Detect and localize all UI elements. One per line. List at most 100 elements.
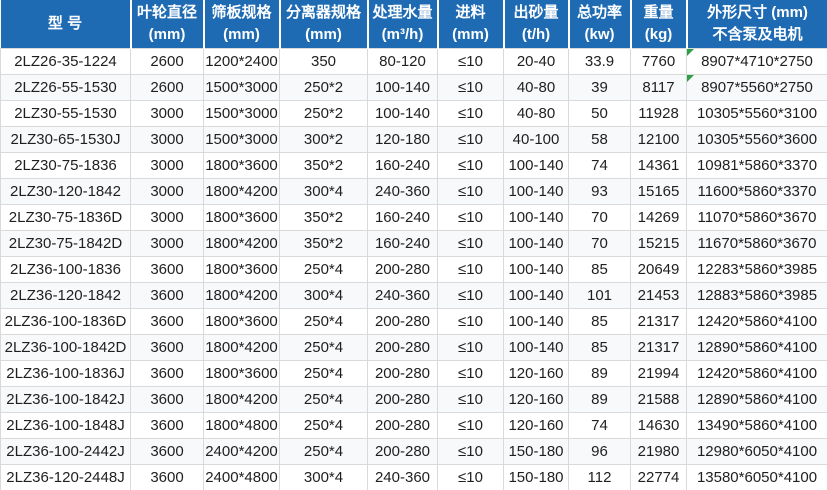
cell-weight: 12100: [630, 126, 687, 153]
column-header-sand-output: 出砂量 (t/h): [502, 0, 569, 49]
cell-feed-size: ≤10: [437, 282, 504, 309]
cell-value: 160-240: [374, 157, 431, 174]
cell-model: 2LZ36-120-2448J: [0, 464, 131, 490]
cell-value: 2LZ36-100-1836D: [4, 313, 127, 330]
cell-value: 11928: [638, 105, 679, 122]
cell-value: 1200*2400: [205, 53, 278, 70]
column-header-feed-size: 进料 (mm): [436, 0, 504, 49]
cell-value: 14630: [637, 417, 680, 434]
cell-value: 40-80: [516, 105, 556, 122]
cell-sand-output: 40-100: [503, 126, 569, 153]
cell-model: 2LZ30-75-1836: [0, 152, 131, 179]
cell-value: 12100: [637, 131, 680, 148]
cell-model: 2LZ36-100-1842J: [0, 386, 131, 413]
cell-value: ≤10: [458, 79, 483, 96]
cell-value: 1800*3600: [205, 209, 278, 226]
table-row: 2LZ36-120-1842 3600 1800*4200 300*4 240-360 ≤…: [0, 282, 827, 309]
cell-value: 200-280: [374, 313, 431, 330]
cell-overall-dimensions: 12890*5860*4100: [686, 386, 827, 413]
cell-screen-plate-size: 1200*2400: [203, 48, 280, 75]
cell-sand-output: 150-180: [503, 464, 569, 490]
table-row: 2LZ30-55-1530 3000 1500*3000 250*2 100-140 ≤1…: [0, 100, 827, 127]
cell-total-power: 39: [568, 74, 631, 101]
cell-value: ≤10: [458, 287, 483, 304]
cell-water-capacity: 120-180: [367, 126, 438, 153]
cell-value: 1500*3000: [205, 79, 278, 96]
cell-overall-dimensions: 11600*5860*3370: [686, 178, 827, 205]
cell-weight: 21994: [630, 360, 687, 387]
cell-value: 1800*4200: [205, 391, 278, 408]
cell-weight: 22774: [630, 464, 687, 490]
cell-value: 10305*5560*3100: [696, 105, 818, 122]
cell-weight: 15215: [630, 230, 687, 257]
cell-value: 22774: [637, 469, 680, 486]
cell-value: 2LZ26-55-1530: [14, 79, 117, 96]
cell-value: 85: [591, 339, 608, 356]
cell-value: ≤10: [458, 235, 483, 252]
cell-water-capacity: 160-240: [367, 230, 438, 257]
cell-weight: 14361: [630, 152, 687, 179]
cell-total-power: 50: [568, 100, 631, 127]
comment-triangle-icon: [687, 75, 694, 82]
cell-value: 250*2: [303, 79, 344, 96]
cell-value: 14269: [637, 209, 680, 226]
cell-value: 12890*5860*4100: [696, 339, 818, 356]
cell-value: 1800*4200: [205, 183, 278, 200]
column-header-water-capacity: 处理水量 (m³/h): [366, 0, 438, 49]
cell-sand-output: 100-140: [503, 282, 569, 309]
cell-screen-plate-size: 2400*4200: [203, 438, 280, 465]
cell-value: ≤10: [458, 157, 483, 174]
cell-total-power: 112: [568, 464, 631, 490]
cell-total-power: 70: [568, 204, 631, 231]
cell-impeller-diameter: 3000: [130, 152, 204, 179]
cell-value: 100-140: [508, 183, 564, 200]
cell-value: 2LZ36-100-1836J: [6, 365, 125, 382]
cell-feed-size: ≤10: [437, 230, 504, 257]
cell-value: 3600: [150, 365, 184, 382]
cell-value: 150-180: [508, 469, 564, 486]
column-header-unit: (t/h): [521, 26, 551, 43]
cell-value: 8117: [642, 79, 675, 96]
cell-model: 2LZ30-120-1842: [0, 178, 131, 205]
cell-overall-dimensions: 12420*5860*4100: [686, 308, 827, 335]
cell-water-capacity: 200-280: [367, 386, 438, 413]
cell-total-power: 89: [568, 360, 631, 387]
cell-sand-output: 100-140: [503, 256, 569, 283]
cell-value: ≤10: [458, 313, 483, 330]
cell-value: 12980*6050*4100: [696, 443, 818, 460]
table-row: 2LZ36-100-1836 3600 1800*3600 250*4 200-280 ≤…: [0, 256, 827, 283]
cell-water-capacity: 200-280: [367, 334, 438, 361]
cell-sand-output: 120-160: [503, 412, 569, 439]
cell-impeller-diameter: 3000: [130, 126, 204, 153]
cell-impeller-diameter: 3600: [130, 386, 204, 413]
cell-overall-dimensions: 12890*5860*4100: [686, 334, 827, 361]
cell-value: ≤10: [458, 183, 483, 200]
cell-separator-size: 250*4: [279, 308, 368, 335]
cell-value: 2LZ36-100-1842D: [4, 339, 127, 356]
cell-overall-dimensions: 12980*6050*4100: [686, 438, 827, 465]
cell-value: 13580*6050*4100: [696, 469, 818, 486]
cell-value: 250*4: [303, 339, 344, 356]
cell-screen-plate-size: 1500*3000: [203, 100, 280, 127]
cell-value: 240-360: [374, 469, 431, 486]
table-row: 2LZ26-55-1530 2600 1500*3000 250*2 100-140 ≤1…: [0, 74, 827, 101]
cell-total-power: 58: [568, 126, 631, 153]
table-row: 2LZ30-75-1836 3000 1800*3600 350*2 160-240 ≤1…: [0, 152, 827, 179]
cell-screen-plate-size: 2400*4800: [203, 464, 280, 490]
cell-value: 2LZ26-35-1224: [14, 53, 117, 70]
cell-value: 3000: [150, 209, 184, 226]
cell-screen-plate-size: 1800*4800: [203, 412, 280, 439]
cell-value: 1800*3600: [205, 157, 278, 174]
cell-value: 2LZ36-100-2442J: [6, 443, 125, 460]
cell-impeller-diameter: 3600: [130, 256, 204, 283]
cell-value: 21588: [637, 391, 680, 408]
cell-feed-size: ≤10: [437, 126, 504, 153]
cell-value: 93: [591, 183, 608, 200]
cell-weight: 15165: [630, 178, 687, 205]
cell-overall-dimensions: 10305*5560*3600: [686, 126, 827, 153]
table-header-row: 型 号 叶轮直径 (mm) 筛板规格 (mm) 分离器规格 (mm) 处理水量 (m³/h) 进料…: [0, 0, 827, 49]
cell-value: 3600: [150, 391, 184, 408]
cell-feed-size: ≤10: [437, 256, 504, 283]
cell-value: ≤10: [458, 443, 483, 460]
